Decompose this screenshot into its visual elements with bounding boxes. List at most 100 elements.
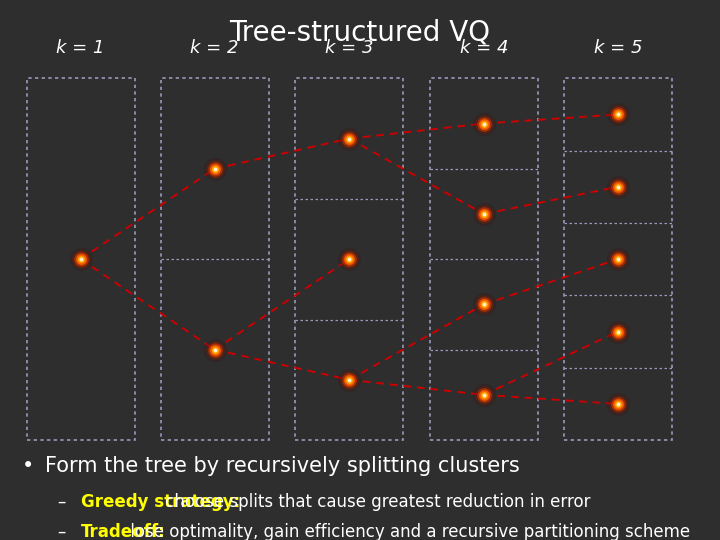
Bar — [430, 78, 538, 440]
Point — [343, 134, 355, 143]
Point — [612, 183, 624, 191]
Point — [612, 327, 624, 336]
Point — [612, 255, 624, 264]
Point — [478, 300, 490, 309]
Text: k = 3: k = 3 — [325, 39, 374, 57]
Point — [343, 375, 355, 384]
Point — [478, 119, 490, 128]
Bar — [564, 78, 672, 440]
Point — [343, 375, 355, 384]
Point — [612, 183, 624, 191]
Text: Tradeoff:: Tradeoff: — [81, 523, 166, 540]
Point — [612, 327, 624, 336]
Point — [478, 210, 490, 218]
Point — [209, 346, 220, 354]
Point — [478, 119, 490, 128]
Point — [612, 183, 624, 191]
Point — [343, 134, 355, 143]
Point — [612, 400, 624, 408]
Point — [478, 300, 490, 309]
Point — [612, 110, 624, 119]
Point — [343, 255, 355, 264]
Point — [612, 183, 624, 191]
Point — [478, 390, 490, 399]
Bar — [27, 78, 135, 440]
Point — [343, 255, 355, 264]
Point — [478, 300, 490, 309]
Point — [612, 255, 624, 264]
Point — [478, 390, 490, 399]
Point — [478, 119, 490, 128]
Point — [612, 255, 624, 264]
Point — [612, 327, 624, 336]
Point — [75, 255, 86, 264]
Point — [612, 400, 624, 408]
Point — [612, 110, 624, 119]
Point — [478, 390, 490, 399]
Text: –: – — [58, 523, 66, 540]
Point — [478, 119, 490, 128]
Point — [612, 255, 624, 264]
Point — [478, 300, 490, 309]
Point — [612, 400, 624, 408]
Text: k = 4: k = 4 — [459, 39, 508, 57]
Point — [612, 255, 624, 264]
Point — [209, 346, 220, 354]
Point — [209, 346, 220, 354]
Point — [478, 300, 490, 309]
Bar — [161, 78, 269, 440]
Point — [478, 210, 490, 218]
Point — [209, 164, 220, 173]
Text: lose optimality, gain efficiency and a recursive partitioning scheme: lose optimality, gain efficiency and a r… — [125, 523, 690, 540]
Point — [478, 210, 490, 218]
Point — [478, 119, 490, 128]
Point — [343, 255, 355, 264]
Point — [612, 183, 624, 191]
Point — [209, 164, 220, 173]
Point — [612, 327, 624, 336]
Text: choose splits that cause greatest reduction in error: choose splits that cause greatest reduct… — [160, 493, 590, 511]
Point — [343, 134, 355, 143]
Point — [343, 134, 355, 143]
Text: k = 2: k = 2 — [190, 39, 239, 57]
Point — [478, 210, 490, 218]
Point — [612, 400, 624, 408]
Point — [612, 183, 624, 191]
Point — [209, 164, 220, 173]
Point — [343, 134, 355, 143]
Point — [612, 255, 624, 264]
Point — [209, 164, 220, 173]
Point — [75, 255, 86, 264]
Point — [612, 110, 624, 119]
Point — [612, 110, 624, 119]
Point — [75, 255, 86, 264]
Point — [478, 210, 490, 218]
Point — [343, 375, 355, 384]
Point — [75, 255, 86, 264]
Point — [612, 400, 624, 408]
Point — [612, 327, 624, 336]
Point — [343, 255, 355, 264]
Point — [612, 400, 624, 408]
Point — [343, 255, 355, 264]
Point — [478, 119, 490, 128]
Point — [478, 390, 490, 399]
Point — [343, 375, 355, 384]
Text: –: – — [58, 493, 66, 511]
Bar — [295, 78, 403, 440]
Point — [478, 300, 490, 309]
Point — [75, 255, 86, 264]
Point — [209, 346, 220, 354]
Point — [343, 375, 355, 384]
Text: •: • — [22, 456, 34, 476]
Point — [343, 255, 355, 264]
Point — [343, 375, 355, 384]
Point — [478, 390, 490, 399]
Text: Greedy strategy:: Greedy strategy: — [81, 493, 240, 511]
Point — [478, 390, 490, 399]
Point — [612, 110, 624, 119]
Point — [209, 164, 220, 173]
Point — [343, 134, 355, 143]
Point — [478, 210, 490, 218]
Point — [612, 110, 624, 119]
